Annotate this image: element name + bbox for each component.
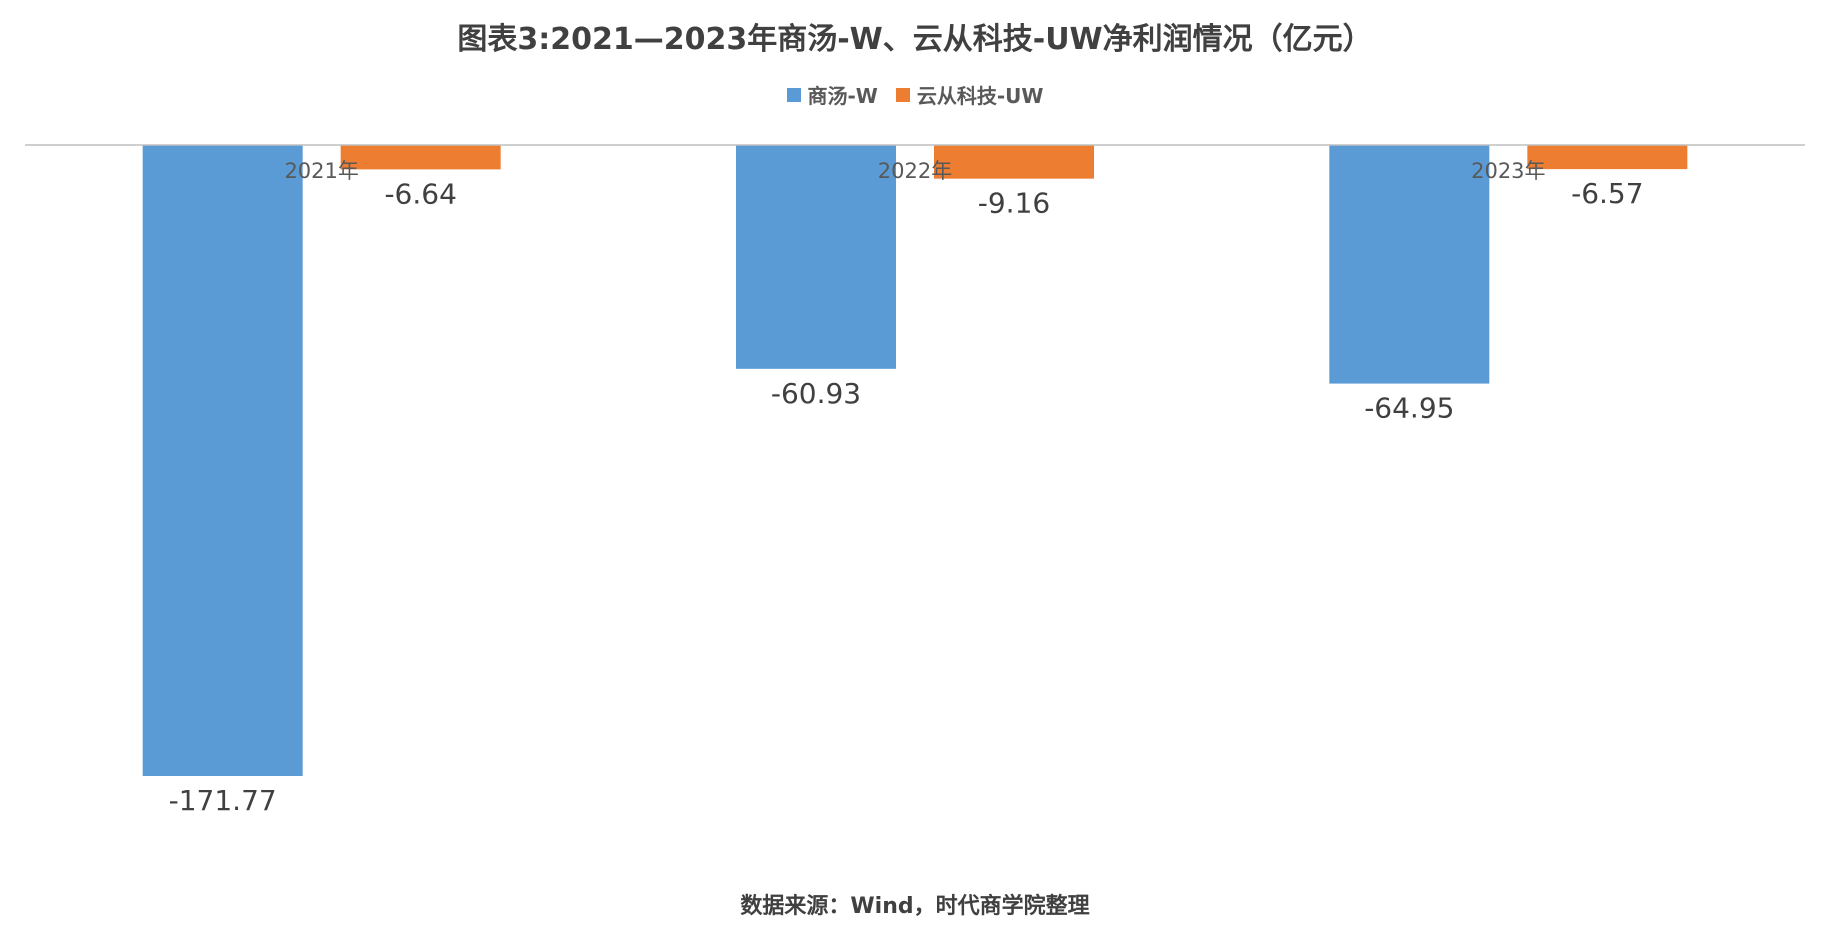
x-tick-label: 2022年 — [878, 159, 952, 183]
chart-title: 图表3:2021—2023年商汤-W、云从科技-UW净利润情况（亿元） — [457, 22, 1373, 57]
data-label: -60.93 — [771, 377, 861, 410]
bar-series-2-2021年 — [340, 145, 501, 170]
bar-series-1-2021年 — [142, 145, 303, 776]
bar-series-2-2023年 — [1527, 145, 1688, 170]
bar-series-1-2023年 — [1329, 145, 1490, 384]
source-note: 数据来源：Wind，时代商学院整理 — [740, 894, 1090, 919]
legend-item-series-2: 云从科技-UW — [895, 80, 1044, 109]
legend-swatch-series-2 — [895, 87, 910, 102]
legend-item-series-1: 商汤-W — [786, 80, 878, 109]
data-label: -9.16 — [978, 187, 1050, 220]
data-label: -6.57 — [1571, 177, 1643, 210]
bar-series-1-2022年 — [736, 145, 896, 369]
data-label: -64.95 — [1364, 392, 1454, 425]
data-label: -6.64 — [384, 177, 456, 210]
bar-series-2-2022年 — [934, 145, 1094, 179]
legend-label-series-2: 云从科技-UW — [916, 84, 1044, 108]
legend: 商汤-W 云从科技-UW — [0, 80, 1830, 109]
x-tick-label: 2023年 — [1471, 159, 1545, 183]
data-label: -171.77 — [169, 784, 277, 817]
x-tick-label: 2021年 — [284, 159, 358, 183]
legend-swatch-series-1 — [786, 87, 801, 102]
legend-label-series-1: 商汤-W — [807, 84, 878, 108]
